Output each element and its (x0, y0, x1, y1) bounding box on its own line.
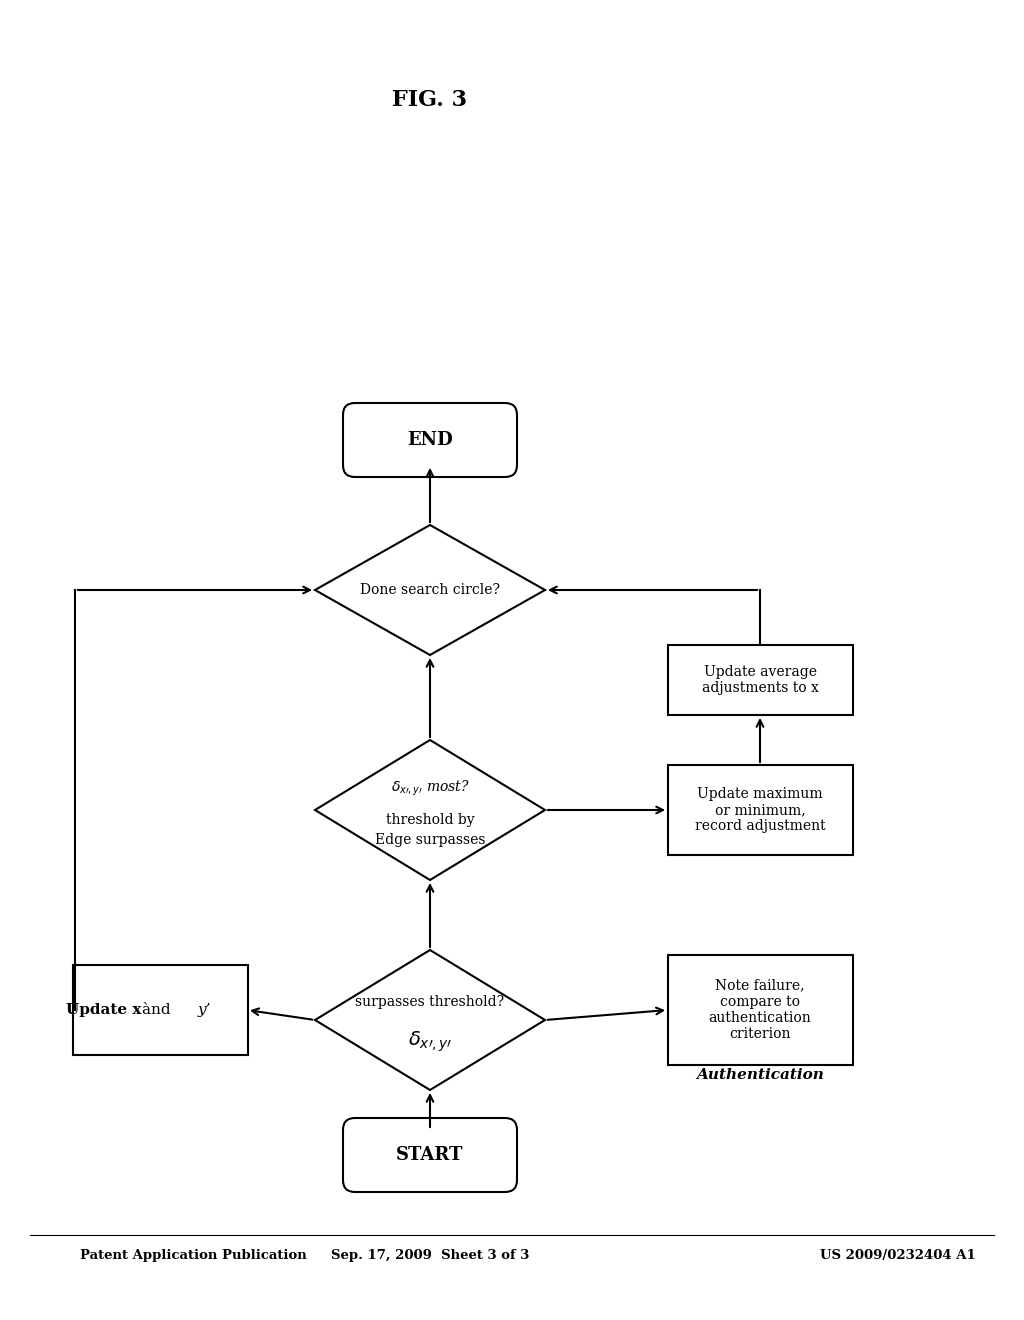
Bar (668, 766, 853, 855)
Text: Done search circle?: Done search circle? (360, 583, 500, 597)
Text: Edge surpasses: Edge surpasses (375, 833, 485, 847)
Polygon shape (315, 741, 545, 880)
Bar (668, 954, 853, 1065)
Text: Update average
adjustments to x: Update average adjustments to x (701, 665, 818, 696)
Text: y’: y’ (198, 1003, 212, 1016)
Text: Note failure,
compare to
authentication
criterion: Note failure, compare to authentication … (709, 978, 811, 1041)
FancyBboxPatch shape (343, 1118, 517, 1192)
Text: ànd: ànd (142, 1003, 185, 1016)
Text: threshold by: threshold by (386, 813, 474, 828)
Text: $\delta_{x\prime,y\prime}$: $\delta_{x\prime,y\prime}$ (408, 1030, 453, 1055)
Text: FIG. 3: FIG. 3 (392, 88, 468, 111)
Polygon shape (315, 950, 545, 1090)
Bar (668, 645, 853, 715)
Text: Update x: Update x (67, 1003, 142, 1016)
Text: Update maximum
or minimum,
record adjustment: Update maximum or minimum, record adjust… (694, 787, 825, 833)
Text: START: START (396, 1146, 464, 1164)
Polygon shape (315, 525, 545, 655)
Text: Patent Application Publication: Patent Application Publication (80, 1249, 307, 1262)
Text: Authentication: Authentication (696, 1068, 824, 1082)
Text: US 2009/0232404 A1: US 2009/0232404 A1 (820, 1249, 976, 1262)
Bar (73, 965, 248, 1055)
FancyBboxPatch shape (343, 403, 517, 477)
Text: END: END (408, 432, 453, 449)
Text: $\delta_{x\prime,y\prime}$ most?: $\delta_{x\prime,y\prime}$ most? (390, 779, 469, 797)
Text: Sep. 17, 2009  Sheet 3 of 3: Sep. 17, 2009 Sheet 3 of 3 (331, 1249, 529, 1262)
Text: surpasses threshold?: surpasses threshold? (355, 995, 505, 1008)
